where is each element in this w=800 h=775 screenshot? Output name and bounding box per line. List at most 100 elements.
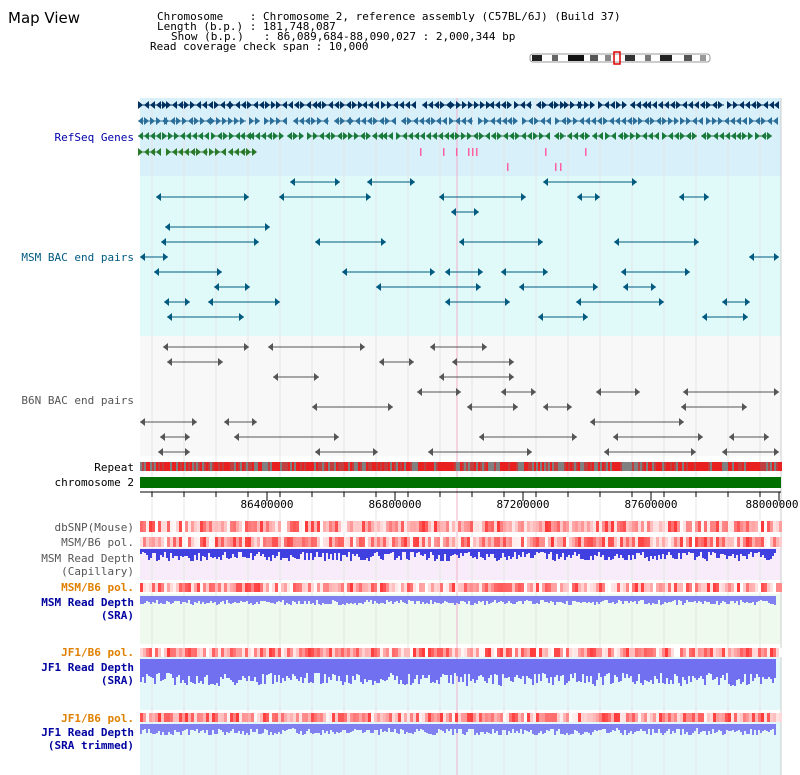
depth-bar xyxy=(550,596,552,601)
depth-bar xyxy=(244,596,246,602)
depth-bar xyxy=(242,596,244,602)
heat-cell xyxy=(329,648,332,657)
repeat-segment xyxy=(290,462,292,471)
heat-cell xyxy=(605,713,608,722)
depth-bar xyxy=(294,659,296,676)
feature-arrow xyxy=(188,117,193,125)
repeat-segment xyxy=(674,462,676,471)
depth-bar xyxy=(324,659,326,674)
heat-cell xyxy=(464,713,467,722)
depth-bar xyxy=(484,596,486,605)
feature-arrow xyxy=(767,132,772,140)
depth-bar xyxy=(626,549,628,560)
depth-bar xyxy=(252,549,254,560)
depth-bar xyxy=(360,724,362,730)
heat-cell xyxy=(449,713,452,722)
heat-cell xyxy=(290,521,293,532)
depth-bar xyxy=(224,724,226,735)
depth-bar xyxy=(480,724,482,732)
repeat-segment xyxy=(490,462,492,471)
depth-bar xyxy=(654,549,656,556)
heat-cell xyxy=(530,521,533,532)
repeat-segment xyxy=(684,462,686,471)
heat-cell xyxy=(776,521,779,532)
depth-bar xyxy=(402,549,404,552)
depth-bar xyxy=(242,724,244,731)
heat-cell xyxy=(149,537,152,547)
feature-arrow xyxy=(632,178,637,186)
heat-cell xyxy=(308,537,311,547)
heat-cell xyxy=(446,521,449,532)
heat-cell xyxy=(314,537,317,547)
depth-bar xyxy=(392,659,394,675)
feature-arrow xyxy=(704,193,709,201)
feature-arrow xyxy=(727,101,732,109)
depth-bar xyxy=(678,724,680,729)
heat-cell xyxy=(236,648,239,657)
heat-cell xyxy=(293,648,296,657)
depth-bar xyxy=(424,659,426,678)
repeat-segment xyxy=(276,462,278,471)
heat-cell xyxy=(638,648,641,657)
repeat-segment xyxy=(408,462,410,471)
depth-bar xyxy=(660,659,662,673)
heat-cell xyxy=(386,648,389,657)
feature-arrow xyxy=(376,283,381,291)
depth-bar xyxy=(342,549,344,555)
feature-arrow xyxy=(306,101,311,109)
feature-arrow xyxy=(335,178,340,186)
depth-bar xyxy=(526,549,528,554)
feature-arrow xyxy=(156,101,161,109)
heat-cell xyxy=(539,583,542,592)
depth-bar xyxy=(540,596,542,600)
depth-bar xyxy=(722,549,724,554)
repeat-segment xyxy=(438,462,440,471)
repeat-segment xyxy=(270,462,272,471)
repeat-segment xyxy=(416,462,418,471)
depth-bar xyxy=(268,596,270,602)
repeat-segment xyxy=(198,462,200,471)
depth-bar xyxy=(310,596,312,604)
depth-bar xyxy=(650,659,652,680)
depth-bar xyxy=(692,724,694,733)
heat-cell xyxy=(725,648,728,657)
depth-bar xyxy=(552,596,554,602)
heat-cell xyxy=(311,583,314,592)
heat-cell xyxy=(593,537,596,547)
depth-bar xyxy=(176,596,178,601)
depth-bar xyxy=(512,596,514,604)
repeat-segment xyxy=(444,462,446,471)
msm-b6-pol-label: MSM/B6 pol. xyxy=(61,536,134,549)
feature-arrow xyxy=(527,132,532,140)
heat-cell xyxy=(227,648,230,657)
heat-cell xyxy=(302,713,305,722)
depth-bar xyxy=(328,549,330,559)
depth-bar xyxy=(348,659,350,683)
depth-bar xyxy=(306,549,308,553)
depth-bar xyxy=(306,724,308,731)
repeat-segment xyxy=(228,462,230,471)
heat-cell xyxy=(602,537,605,547)
depth-bar xyxy=(536,549,538,552)
heat-cell xyxy=(212,648,215,657)
feature-arrow xyxy=(216,117,221,125)
heat-cell xyxy=(764,648,767,657)
heat-cell xyxy=(224,521,227,532)
depth-bar xyxy=(590,596,592,603)
depth-bar xyxy=(538,596,540,604)
heat-cell xyxy=(398,713,401,722)
heat-cell xyxy=(662,521,665,532)
heat-cell xyxy=(524,521,527,532)
heat-cell xyxy=(179,648,182,657)
feature-arrow xyxy=(138,148,143,156)
heat-cell xyxy=(194,537,197,547)
heat-cell xyxy=(773,537,776,547)
feature-arrow xyxy=(706,101,711,109)
feature-arrow xyxy=(144,148,149,156)
heat-cell xyxy=(644,537,647,547)
repeat-segment xyxy=(668,462,670,471)
heat-cell xyxy=(572,521,575,532)
repeat-segment xyxy=(482,462,484,471)
repeat-segment xyxy=(558,462,560,471)
